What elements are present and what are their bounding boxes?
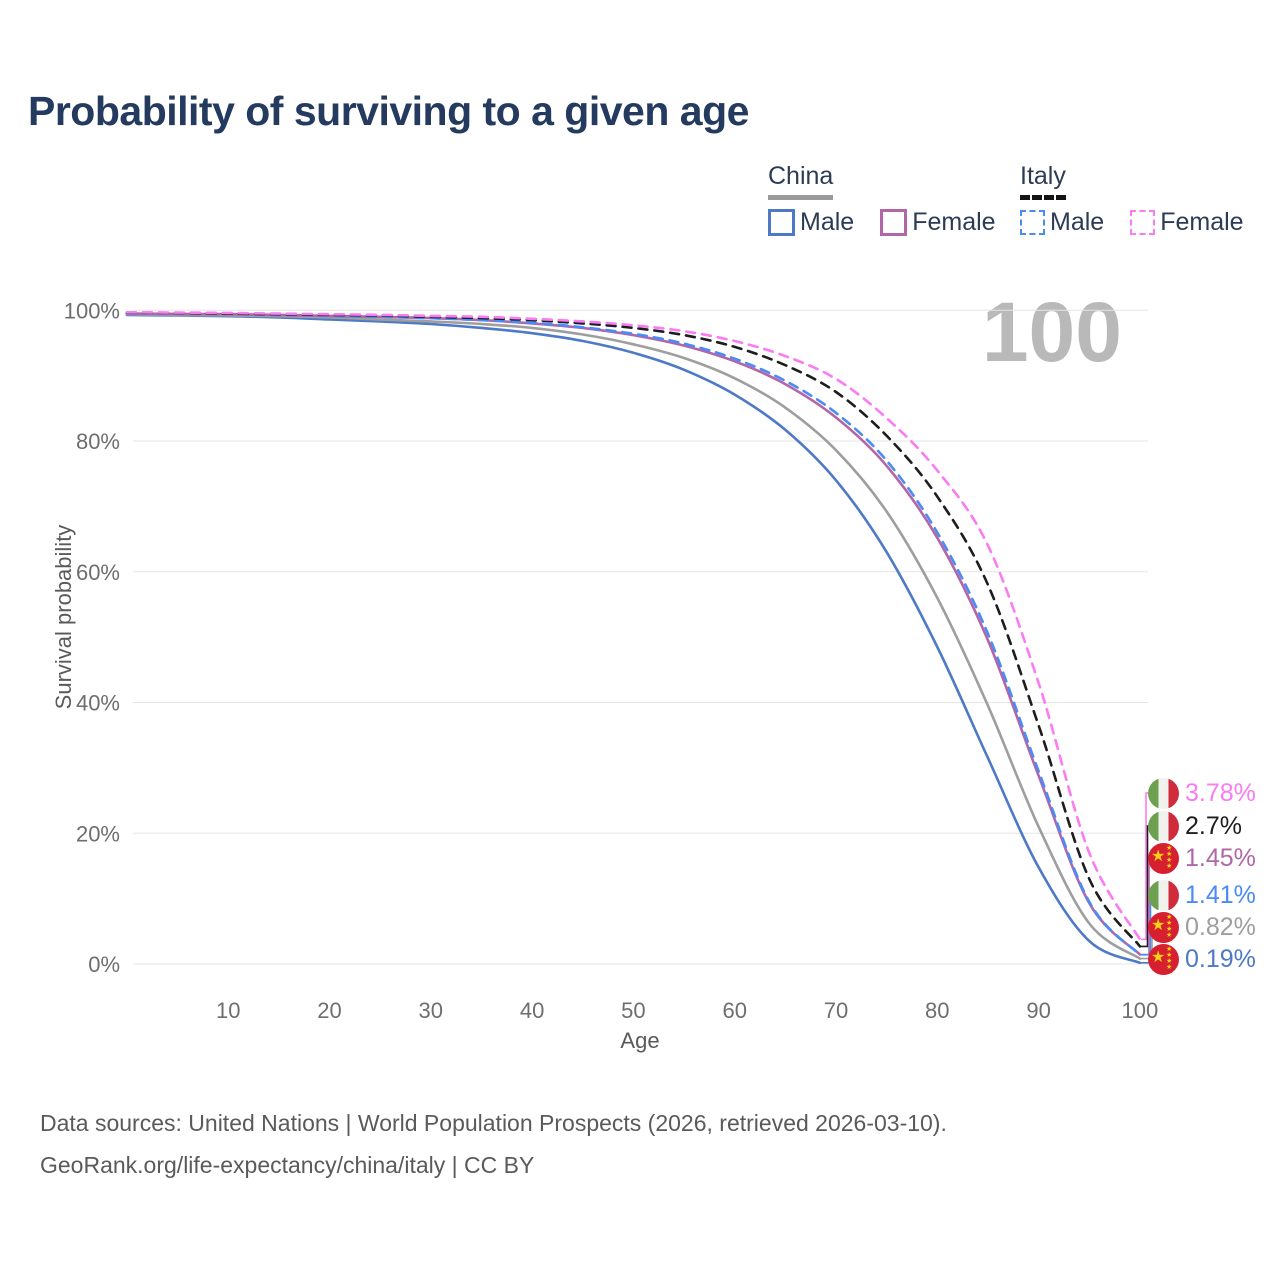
y-axis-title: Survival probability bbox=[51, 524, 76, 710]
endpoint-value: 2.7% bbox=[1185, 811, 1242, 840]
china-male-swatch-icon bbox=[768, 209, 795, 236]
legend-china-header[interactable]: China bbox=[768, 162, 834, 200]
x-axis-ticks: 10 20 30 40 50 60 70 80 90 100 bbox=[216, 998, 1158, 1023]
survival-curves-plot[interactable]: 0% 20% 40% 60% 80% 100% 10 20 30 40 50 60 70 80 90 100 bbox=[0, 0, 1280, 1080]
legend-group-china: China Male Female bbox=[768, 162, 996, 237]
x-tick-label: 30 bbox=[419, 998, 443, 1023]
x-tick-label: 90 bbox=[1026, 998, 1050, 1023]
legend-italy-items: Male Female bbox=[1020, 208, 1244, 237]
endpoint-italy-male[interactable]: 1.41% bbox=[1148, 879, 1256, 911]
italy-male-swatch-icon bbox=[1020, 210, 1045, 235]
y-tick-label: 80% bbox=[76, 429, 120, 454]
legend-group-italy: Italy Male Female bbox=[1020, 162, 1244, 237]
italy-female-swatch-icon bbox=[1130, 210, 1156, 235]
x-tick-label: 60 bbox=[722, 998, 746, 1023]
china-female-swatch-icon bbox=[880, 209, 908, 236]
legend-item-italy-female[interactable]: Female bbox=[1130, 208, 1244, 237]
x-tick-label: 20 bbox=[317, 998, 341, 1023]
y-tick-label: 20% bbox=[76, 821, 120, 846]
x-axis-title: Age bbox=[620, 1028, 660, 1053]
legend-china-items: Male Female bbox=[768, 208, 996, 237]
curve-china-male[interactable] bbox=[125, 313, 1142, 965]
y-tick-label: 100% bbox=[64, 298, 120, 323]
china-flag-icon bbox=[1148, 911, 1179, 943]
x-tick-label: 70 bbox=[824, 998, 848, 1023]
x-tick-label: 100 bbox=[1122, 998, 1159, 1023]
citation-line: GeoRank.org/life-expectancy/china/italy … bbox=[40, 1152, 535, 1178]
endpoint-value: 0.19% bbox=[1185, 944, 1256, 973]
legend-item-label: Male bbox=[800, 208, 855, 236]
endpoint-china-female[interactable]: 1.45% bbox=[1148, 842, 1256, 874]
page-title: Probability of surviving to a given age bbox=[28, 88, 749, 134]
gridlines: 0% 20% 40% 60% 80% 100% bbox=[64, 298, 1148, 977]
italy-flag-icon bbox=[1148, 777, 1179, 809]
endpoint-china-male[interactable]: 0.19% bbox=[1148, 943, 1256, 975]
source-note: Data sources: United Nations | World Pop… bbox=[40, 1102, 947, 1186]
italy-flag-icon bbox=[1148, 879, 1179, 911]
legend-item-china-male[interactable]: Male bbox=[768, 208, 854, 237]
y-tick-label: 0% bbox=[88, 952, 120, 977]
x-tick-label: 10 bbox=[216, 998, 240, 1023]
x-tick-label: 80 bbox=[925, 998, 949, 1023]
legend-item-label: Female bbox=[912, 208, 996, 236]
legend-item-label: Female bbox=[1160, 208, 1244, 236]
endpoint-value: 0.82% bbox=[1185, 912, 1256, 941]
x-tick-label: 50 bbox=[621, 998, 645, 1023]
endpoint-italy-female[interactable]: 3.78% bbox=[1148, 777, 1256, 809]
legend-item-label: Male bbox=[1050, 208, 1105, 236]
legend-italy-header[interactable]: Italy bbox=[1020, 162, 1066, 200]
data-sources-line: Data sources: United Nations | World Pop… bbox=[40, 1110, 947, 1136]
china-flag-icon bbox=[1148, 943, 1179, 975]
endpoint-italy-total[interactable]: 2.7% bbox=[1148, 810, 1242, 842]
curve-italy-female[interactable] bbox=[125, 311, 1142, 941]
y-tick-label: 60% bbox=[76, 560, 120, 585]
legend-item-italy-male[interactable]: Male bbox=[1020, 208, 1104, 237]
hover-age-watermark: 100 bbox=[981, 285, 1122, 379]
endpoint-value: 1.45% bbox=[1185, 843, 1256, 872]
legend-item-china-female[interactable]: Female bbox=[880, 208, 996, 237]
curve-italy-male[interactable] bbox=[125, 311, 1142, 957]
italy-flag-icon bbox=[1148, 810, 1179, 842]
endpoint-value: 3.78% bbox=[1185, 778, 1256, 807]
china-flag-icon bbox=[1148, 842, 1179, 874]
y-tick-label: 40% bbox=[76, 691, 120, 716]
endpoint-value: 1.41% bbox=[1185, 880, 1256, 909]
curve-italy[interactable] bbox=[125, 311, 1142, 948]
curve-china[interactable] bbox=[125, 312, 1142, 960]
x-tick-label: 40 bbox=[520, 998, 544, 1023]
endpoint-china-total[interactable]: 0.82% bbox=[1148, 911, 1256, 943]
